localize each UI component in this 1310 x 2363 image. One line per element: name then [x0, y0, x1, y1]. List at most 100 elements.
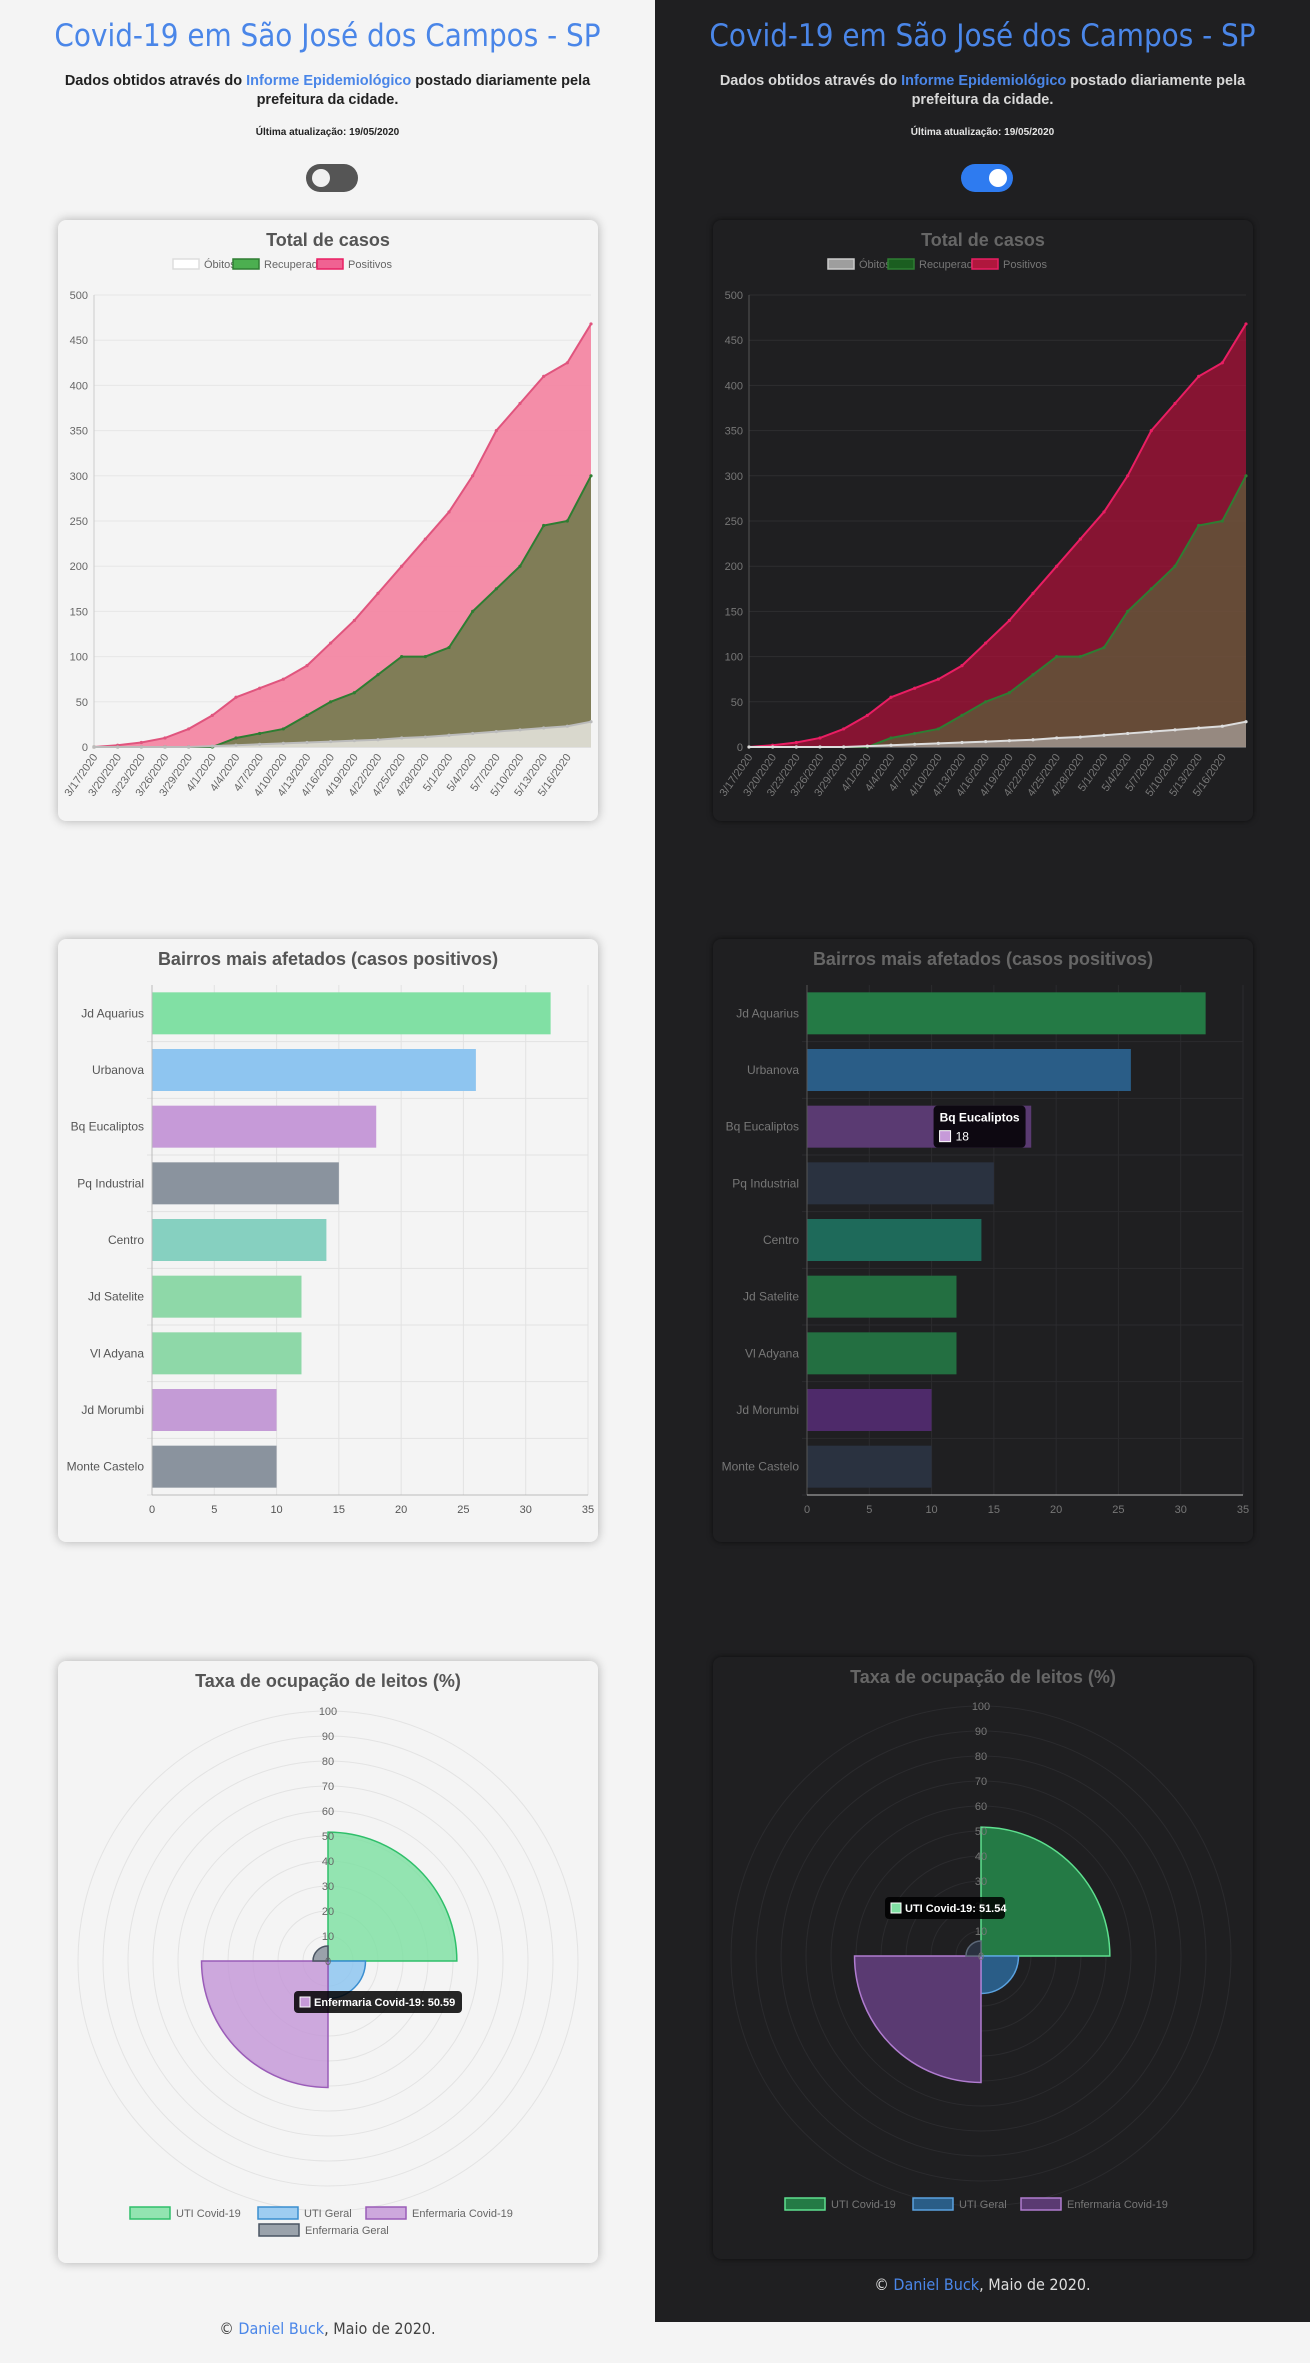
chart-title: Taxa de ocupação de leitos (%): [850, 1667, 1116, 1687]
legend-swatch: [258, 2223, 300, 2237]
data-point: [960, 740, 964, 745]
chart-title: Taxa de ocupação de leitos (%): [195, 1671, 461, 1691]
data-point: [865, 744, 869, 748]
data-point: [1031, 673, 1035, 677]
data-point: [281, 727, 285, 731]
data-point: [423, 655, 427, 659]
y-tick-label: 0: [737, 742, 743, 754]
data-point: [400, 736, 404, 740]
legend-label: Recuperados: [919, 259, 985, 271]
x-tick-label: 15: [333, 1504, 345, 1516]
r-tick-label: 90: [322, 1731, 334, 1743]
bar: [807, 1219, 982, 1261]
x-tick-label: 5: [211, 1504, 217, 1516]
r-tick-label: 80: [322, 1756, 334, 1768]
y-tick-label: 400: [725, 380, 743, 392]
data-point: [210, 744, 214, 748]
data-point: [1244, 322, 1248, 326]
dark-theme-panel: Covid-19 em São José dos Campos - SP Dad…: [655, 0, 1310, 2322]
data-point: [376, 673, 380, 677]
data-point: [1197, 523, 1201, 528]
tooltip-swatch: [890, 1902, 902, 1914]
data-point: [794, 745, 798, 749]
legend-label: UTI Geral: [304, 2208, 352, 2220]
series-line-positivos: [748, 323, 1247, 748]
data-point: [1078, 537, 1082, 541]
data-point: [542, 374, 546, 378]
data-point: [889, 743, 893, 747]
neighborhoods-chart: 0 5 10 15 20 25 30 35 Jd Aquarius Urbanova Bq Euca…: [67, 985, 594, 1516]
data-point: [329, 641, 333, 645]
toggle-knob: [989, 169, 1007, 187]
legend-label: Óbitos: [859, 258, 891, 271]
data-point: [842, 745, 846, 749]
y-tick-label: 250: [70, 516, 88, 528]
data-point: [1078, 655, 1082, 659]
bar: [152, 1219, 327, 1261]
data-point: [984, 739, 988, 744]
data-point: [565, 361, 569, 365]
data-point: [518, 728, 522, 732]
data-point: [234, 695, 238, 699]
legend-swatch: [365, 2206, 407, 2220]
grid-ring: [127, 1760, 529, 2162]
x-tick-label: 0: [804, 1504, 810, 1516]
theme-toggle[interactable]: [961, 164, 1013, 192]
legend-label: UTI Geral: [959, 2199, 1007, 2211]
x-tick-label: 10: [925, 1504, 937, 1516]
bar: [807, 1445, 932, 1488]
y-tick-label: Pq Industrial: [77, 1176, 144, 1190]
page-subtitle: Dados obtidos através do Informe Epidemi…: [695, 72, 1270, 110]
author-link[interactable]: Daniel Buck: [893, 2275, 980, 2294]
data-point: [1197, 374, 1201, 378]
informe-link[interactable]: Informe Epidemiológico: [901, 73, 1067, 89]
data-point: [471, 731, 475, 736]
data-point: [842, 727, 846, 731]
y-tick-label: Pq Industrial: [732, 1176, 799, 1190]
tooltip-value: 18: [956, 1130, 970, 1144]
neighborhoods-chart: 0 5 10 15 20 25 30 35 Jd Aquarius Urbanova Bq Euca…: [722, 985, 1249, 1516]
y-tick-label: Centro: [763, 1233, 799, 1247]
informe-link[interactable]: Informe Epidemiológico: [246, 73, 412, 89]
y-tick-label: Vl Adyana: [90, 1346, 144, 1360]
y-tick-label: Jd Morumbi: [81, 1403, 144, 1417]
author-link[interactable]: Daniel Buck: [238, 2319, 325, 2338]
data-point: [281, 741, 285, 745]
polar-segment: [200, 1960, 329, 2089]
x-tick-label: 30: [1175, 1504, 1187, 1516]
data-point: [494, 587, 498, 591]
r-tick-label: 40: [975, 1851, 987, 1863]
data-point: [913, 686, 917, 690]
data-point: [889, 695, 893, 699]
y-tick-label: Centro: [108, 1233, 144, 1247]
neighborhoods-card: Bairros mais afetados (casos positivos) …: [58, 939, 598, 1542]
legend-label: Óbitos: [204, 258, 236, 271]
y-tick-label: 150: [725, 606, 743, 618]
theme-toggle[interactable]: [306, 164, 358, 192]
data-point: [589, 474, 593, 478]
data-point: [234, 736, 238, 740]
data-point: [1173, 728, 1177, 732]
y-tick-label: Jd Aquarius: [736, 1006, 799, 1020]
data-point: [984, 641, 988, 645]
light-theme-panel: Covid-19 em São José dos Campos - SP Dad…: [54, 18, 601, 2338]
data-point: [258, 731, 262, 736]
y-tick-label: 400: [70, 380, 88, 392]
r-tick-label: 60: [975, 1801, 987, 1813]
data-point: [1244, 720, 1248, 724]
legend-swatch: [971, 258, 999, 270]
y-tick-label: Jd Morumbi: [736, 1403, 799, 1417]
data-point: [163, 736, 167, 740]
r-tick-label: 0: [978, 1951, 984, 1963]
page-title: Covid-19 em São José dos Campos - SP: [709, 18, 1256, 54]
legend-label: UTI Covid-19: [831, 2199, 896, 2211]
r-tick-label: 30: [322, 1881, 334, 1893]
y-tick-label: 300: [725, 471, 743, 483]
data-point: [1055, 736, 1059, 740]
bar: [807, 1275, 957, 1318]
data-point: [92, 745, 96, 749]
polar-segment: [980, 1955, 1020, 1995]
data-point: [818, 736, 822, 740]
